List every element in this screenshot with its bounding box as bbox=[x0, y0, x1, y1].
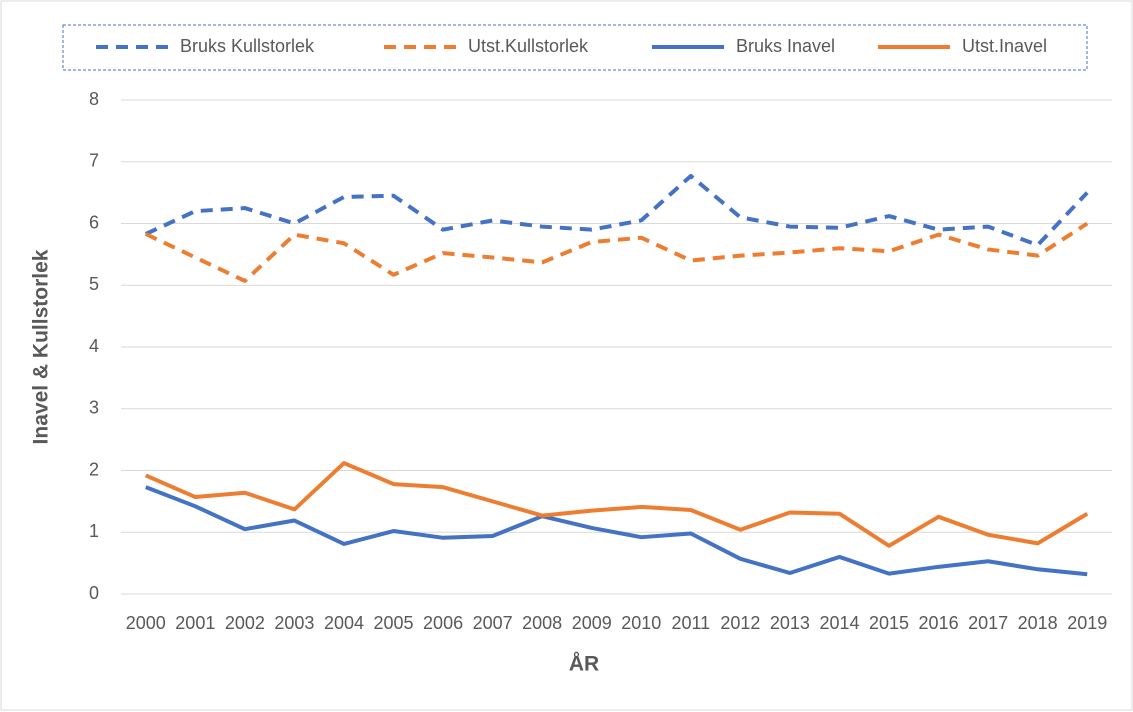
y-tick-label: 4 bbox=[89, 336, 99, 356]
y-tick-label: 6 bbox=[89, 212, 99, 232]
x-tick-label: 2005 bbox=[374, 613, 414, 633]
y-tick-label: 0 bbox=[89, 583, 99, 603]
line-series bbox=[144, 173, 1089, 248]
x-tick-label: 2010 bbox=[621, 613, 661, 633]
x-tick-label: 2018 bbox=[1018, 613, 1058, 633]
y-tick-label: 5 bbox=[89, 274, 99, 294]
line-series bbox=[144, 461, 1089, 548]
legend-label: Bruks Inavel bbox=[736, 36, 835, 56]
y-tick-label: 2 bbox=[89, 459, 99, 479]
legend-label: Utst.Inavel bbox=[962, 36, 1047, 56]
x-tick-label: 2016 bbox=[919, 613, 959, 633]
y-tick-label: 7 bbox=[89, 151, 99, 171]
line-series bbox=[144, 221, 1089, 283]
x-tick-label: 2015 bbox=[869, 613, 909, 633]
x-tick-label: 2014 bbox=[819, 613, 859, 633]
x-tick-label: 2017 bbox=[968, 613, 1008, 633]
x-tick-label: 2002 bbox=[225, 613, 265, 633]
legend-label: Utst.Kullstorlek bbox=[468, 36, 589, 56]
x-tick-label: 2006 bbox=[423, 613, 463, 633]
x-tick-label: 2001 bbox=[175, 613, 215, 633]
x-axis-title: ÅR bbox=[569, 652, 599, 676]
x-tick-label: 2007 bbox=[473, 613, 513, 633]
y-tick-label: 8 bbox=[89, 89, 99, 109]
y-axis-title: Inavel & Kullstorlek bbox=[30, 249, 53, 444]
y-tick-label: 1 bbox=[89, 521, 99, 541]
x-tick-label: 2000 bbox=[126, 613, 166, 633]
x-tick-label: 2004 bbox=[324, 613, 364, 633]
x-tick-label: 2011 bbox=[671, 613, 710, 633]
legend-label: Bruks Kullstorlek bbox=[180, 36, 315, 56]
legend-box bbox=[62, 24, 1088, 71]
y-tick-label: 3 bbox=[89, 398, 99, 418]
x-tick-label: 2009 bbox=[572, 613, 612, 633]
x-tick-label: 2019 bbox=[1067, 613, 1107, 633]
x-tick-label: 2012 bbox=[720, 613, 760, 633]
x-tick-label: 2008 bbox=[522, 613, 562, 633]
x-tick-label: 2013 bbox=[770, 613, 810, 633]
x-tick-label: 2003 bbox=[274, 613, 314, 633]
line-series bbox=[145, 485, 1088, 577]
